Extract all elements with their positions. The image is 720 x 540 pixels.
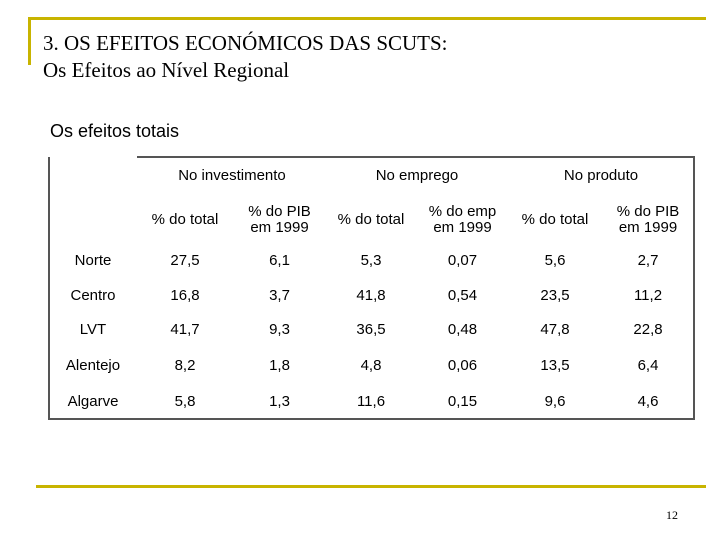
group-header-investimento: No investimento [178, 167, 286, 184]
table-cell: 1,3 [269, 393, 290, 410]
table-cell: 23,5 [540, 287, 570, 304]
table-cell: 0,15 [447, 393, 478, 410]
row-label: LVT [79, 321, 107, 338]
table-cell: 11,2 [633, 287, 663, 304]
subheader-line: % do total [521, 211, 589, 228]
table-border-bottom [48, 418, 695, 420]
section-title: Os efeitos totais [50, 121, 180, 141]
row-label: Centro [70, 287, 116, 304]
subheader-cell: % do PIB em 1999 [232, 198, 327, 242]
table-cell: 16,8 [170, 287, 200, 304]
table-cell: 2,7 [637, 252, 659, 269]
subheader-cell: % do PIB em 1999 [602, 198, 694, 242]
table-cell: 6,4 [637, 357, 659, 374]
table-cell: 9,6 [544, 393, 566, 410]
subheader-cell: % do total [327, 198, 415, 242]
table-cell: 8,2 [174, 357, 196, 374]
table-cell: 3,7 [269, 287, 290, 304]
left-rule [28, 17, 31, 65]
row-label: Algarve [67, 393, 119, 410]
group-header-produto: No produto [563, 167, 639, 184]
subheader-line: em 1999 [618, 219, 678, 236]
table-cell: 11,6 [356, 393, 386, 410]
title-line-1: 3. OS EFEITOS ECONÓMICOS DAS SCUTS: [43, 31, 448, 55]
table-cell: 41,7 [170, 321, 200, 338]
table-cell: 1,8 [269, 357, 290, 374]
row-label: Norte [74, 252, 112, 269]
table-cell: 4,6 [637, 393, 659, 410]
row-label: Alentejo [65, 357, 121, 374]
table-border-top [137, 156, 695, 158]
table-border-left [48, 157, 50, 420]
subheader-cell: % do emp em 1999 [415, 198, 510, 242]
table-cell: 36,5 [356, 321, 386, 338]
table-cell: 13,5 [540, 357, 570, 374]
table-cell: 0,06 [447, 357, 478, 374]
table-cell: 0,48 [447, 321, 478, 338]
table-cell: 0,07 [447, 252, 478, 269]
table-border-right [693, 156, 695, 420]
bottom-rule [36, 485, 706, 488]
table-cell: 5,6 [544, 252, 566, 269]
table-cell: 4,8 [360, 357, 382, 374]
page-number: 12 [666, 508, 678, 522]
subheader-line: % do PIB [248, 203, 311, 220]
table-cell: 41,8 [356, 287, 386, 304]
table-cell: 9,3 [269, 321, 290, 338]
subheader-line: % do total [337, 211, 405, 228]
table-cell: 22,8 [633, 321, 663, 338]
table-cell: 47,8 [540, 321, 570, 338]
subheader-cell: % do total [509, 198, 601, 242]
top-rule [28, 17, 706, 20]
slide-title: 3. OS EFEITOS ECONÓMICOS DAS SCUTS: Os E… [43, 30, 448, 84]
subheader-line: em 1999 [433, 219, 492, 236]
group-header-emprego: No emprego [375, 167, 459, 184]
title-line-2: Os Efeitos ao Nível Regional [43, 58, 290, 82]
table-cell: 27,5 [170, 252, 200, 269]
table-cell: 0,54 [447, 287, 478, 304]
subheader-line: em 1999 [250, 219, 309, 236]
subheader-line: % do PIB [616, 203, 680, 220]
subheader-cell: % do total [142, 198, 228, 242]
table-cell: 6,1 [269, 252, 290, 269]
table-cell: 5,3 [360, 252, 382, 269]
table-cell: 5,8 [174, 393, 196, 410]
subheader-line: % do total [151, 211, 219, 228]
subheader-line: % do emp [428, 203, 497, 220]
